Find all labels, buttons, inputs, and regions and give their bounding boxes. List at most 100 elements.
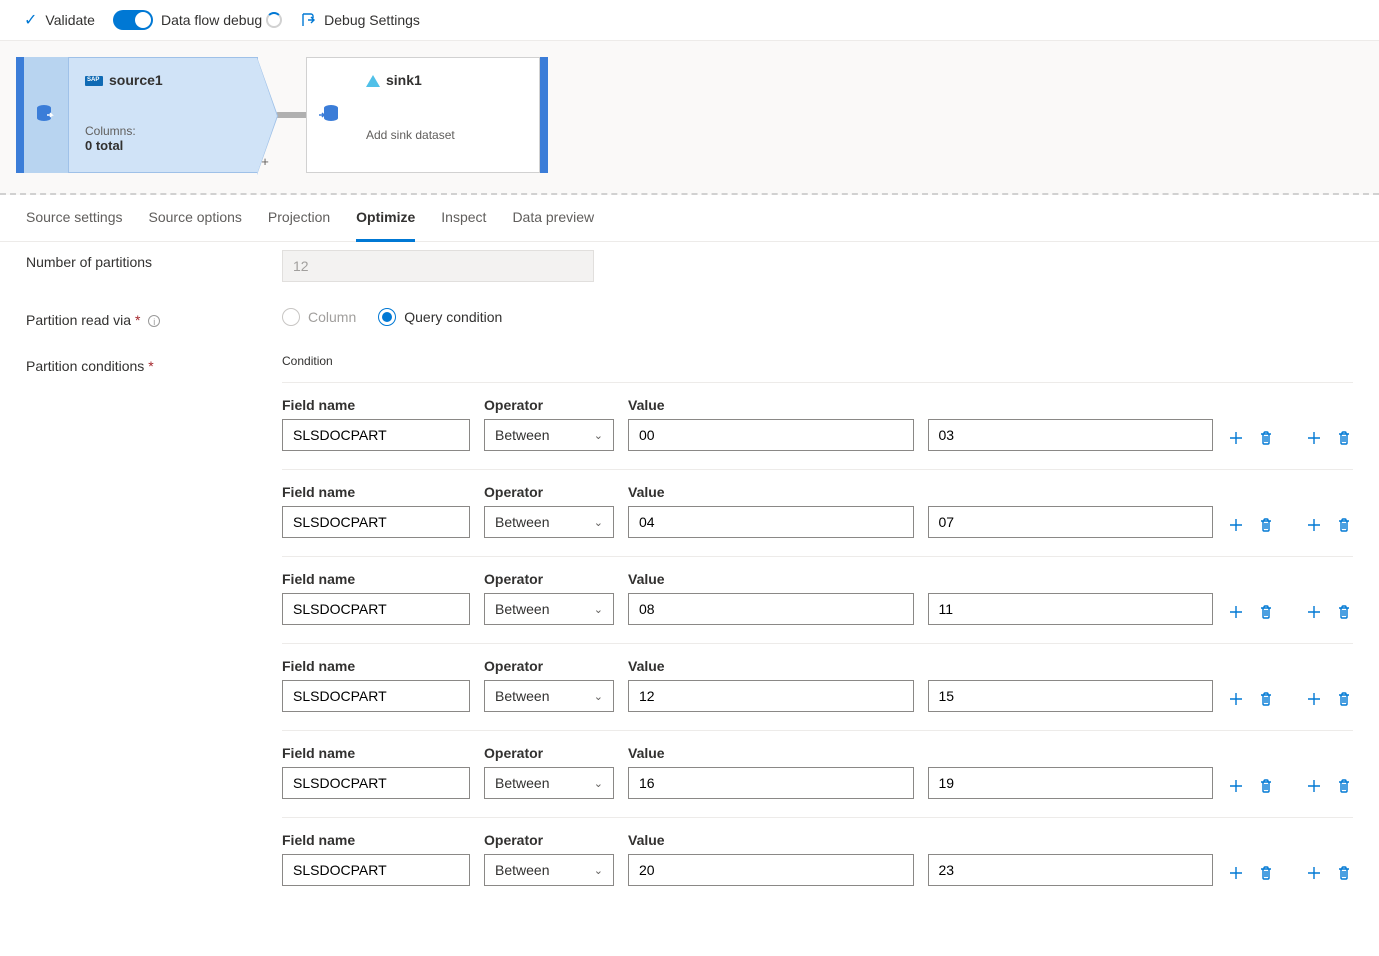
operator-select[interactable]: Between ⌄ [484,767,614,799]
value-to-input[interactable] [928,593,1214,625]
tab-source-options[interactable]: Source options [149,195,242,241]
plus-icon [1228,778,1244,794]
add-condition-button[interactable] [1227,777,1245,795]
tab-data-preview[interactable]: Data preview [512,195,594,241]
add-condition-button[interactable] [1227,603,1245,621]
value-to-input[interactable] [928,506,1214,538]
trash-icon [1258,865,1274,881]
add-group-button[interactable] [1305,777,1323,795]
condition-row: Field name Operator Between ⌄ Value [282,382,1353,469]
trash-icon [1258,691,1274,707]
partition-conditions-label: Partition conditions * [26,354,282,374]
delete-condition-button[interactable] [1257,690,1275,708]
sink-node[interactable]: sink1 Add sink dataset [306,57,548,173]
partition-read-via-label: Partition read via * i [26,308,282,328]
value-from-input[interactable] [628,506,914,538]
condition-header: Condition [282,354,1353,368]
validate-button[interactable]: ✓ Validate [24,10,95,30]
value-to-input[interactable] [928,854,1214,886]
source-columns-total: 0 total [85,138,241,153]
condition-row: Field name Operator Between ⌄ Value [282,469,1353,556]
operator-select[interactable]: Between ⌄ [484,506,614,538]
condition-row: Field name Operator Between ⌄ Value [282,643,1353,730]
add-group-button[interactable] [1305,603,1323,621]
add-group-button[interactable] [1305,690,1323,708]
field-name-input[interactable] [282,419,470,451]
delete-group-button[interactable] [1335,429,1353,447]
tab-optimize[interactable]: Optimize [356,195,415,242]
condition-row: Field name Operator Between ⌄ Value [282,556,1353,643]
value-from-input[interactable] [628,680,914,712]
value-to-input[interactable] [928,680,1214,712]
add-transform-button[interactable]: + [257,154,273,170]
add-condition-button[interactable] [1227,429,1245,447]
value-header: Value [628,658,1213,674]
delete-group-button[interactable] [1335,603,1353,621]
add-condition-button[interactable] [1227,864,1245,882]
trash-icon [1336,865,1352,881]
flow-connector [276,112,308,118]
source-columns-label: Columns: [85,124,241,138]
dataflow-debug-toggle[interactable]: Data flow debug [113,10,282,30]
checkmark-icon: ✓ [24,10,37,30]
trash-icon [1258,778,1274,794]
operator-select[interactable]: Between ⌄ [484,593,614,625]
operator-select[interactable]: Between ⌄ [484,680,614,712]
sap-icon: SAP [85,76,103,86]
operator-value: Between [495,688,549,704]
chevron-down-icon: ⌄ [594,690,603,703]
add-condition-button[interactable] [1227,690,1245,708]
field-name-input[interactable] [282,767,470,799]
delete-condition-button[interactable] [1257,777,1275,795]
condition-row: Field name Operator Between ⌄ Value [282,730,1353,817]
chevron-down-icon: ⌄ [594,516,603,529]
tab-inspect[interactable]: Inspect [441,195,486,241]
plus-icon [1306,778,1322,794]
sink-right-bar [540,57,548,173]
operator-header: Operator [484,397,614,413]
plus-icon [1228,430,1244,446]
radio-query-condition[interactable]: Query condition [378,308,502,326]
value-to-input[interactable] [928,767,1214,799]
debug-settings-button[interactable]: Debug Settings [300,12,420,28]
radio-column[interactable]: Column [282,308,356,326]
field-name-input[interactable] [282,854,470,886]
add-group-button[interactable] [1305,429,1323,447]
plus-icon [1228,517,1244,533]
add-condition-button[interactable] [1227,516,1245,534]
operator-select[interactable]: Between ⌄ [484,854,614,886]
delete-group-button[interactable] [1335,864,1353,882]
value-to-input[interactable] [928,419,1214,451]
chevron-down-icon: ⌄ [594,603,603,616]
delete-condition-button[interactable] [1257,429,1275,447]
delete-group-button[interactable] [1335,777,1353,795]
field-name-input[interactable] [282,506,470,538]
plus-icon [1228,691,1244,707]
value-from-input[interactable] [628,593,914,625]
validate-label: Validate [45,12,95,28]
tab-source-settings[interactable]: Source settings [26,195,123,241]
value-from-input[interactable] [628,419,914,451]
source-node[interactable]: SAPsource1 Columns: 0 total + [16,57,258,173]
field-name-input[interactable] [282,680,470,712]
operator-value: Between [495,514,549,530]
info-icon[interactable]: i [148,315,160,327]
add-group-button[interactable] [1305,516,1323,534]
dataflow-canvas: SAPsource1 Columns: 0 total + sink1 Add … [0,41,1379,195]
value-from-input[interactable] [628,767,914,799]
field-name-input[interactable] [282,593,470,625]
operator-select[interactable]: Between ⌄ [484,419,614,451]
delete-group-button[interactable] [1335,516,1353,534]
num-partitions-input[interactable] [282,250,594,282]
delete-condition-button[interactable] [1257,864,1275,882]
plus-icon [1228,604,1244,620]
value-from-input[interactable] [628,854,914,886]
tab-projection[interactable]: Projection [268,195,330,241]
delete-condition-button[interactable] [1257,516,1275,534]
delete-group-button[interactable] [1335,690,1353,708]
chevron-down-icon: ⌄ [594,864,603,877]
delete-condition-button[interactable] [1257,603,1275,621]
adls-icon [366,75,380,87]
add-group-button[interactable] [1305,864,1323,882]
field-name-header: Field name [282,658,470,674]
